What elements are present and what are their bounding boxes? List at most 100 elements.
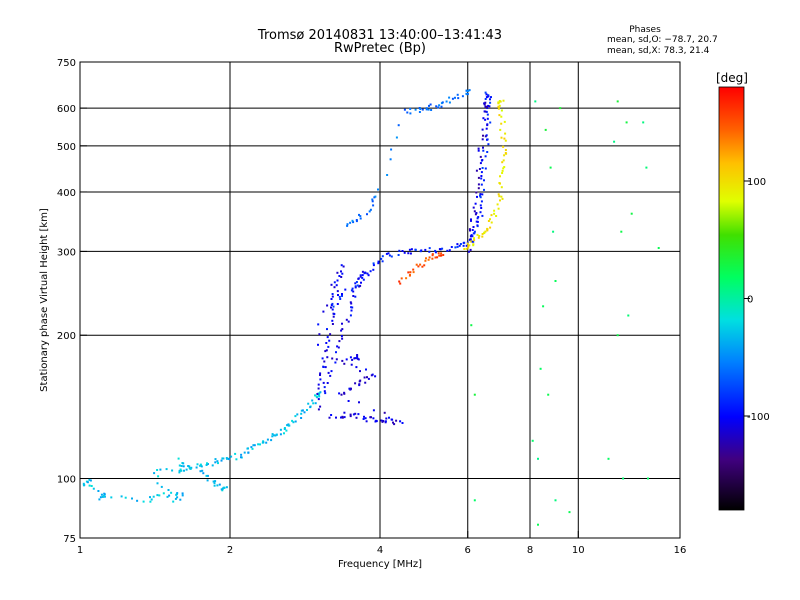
echo-point — [371, 200, 374, 203]
x-tick-label: 4 — [377, 545, 383, 556]
echo-point — [340, 416, 342, 419]
echo-point — [481, 233, 484, 235]
echo-point — [317, 398, 320, 401]
echo-point — [214, 461, 217, 464]
echo-point — [497, 105, 500, 108]
echo-point — [336, 303, 339, 305]
echo-point — [485, 96, 488, 99]
echo-point — [501, 197, 504, 200]
echo-point — [171, 469, 174, 472]
echo-point — [331, 323, 334, 325]
echo-point — [549, 166, 552, 169]
echo-point — [399, 282, 402, 285]
echo-point — [131, 497, 133, 500]
echo-point — [409, 271, 412, 274]
echo-point — [434, 249, 437, 252]
echo-point — [425, 257, 427, 260]
echo-point — [356, 357, 359, 360]
echo-point — [428, 104, 430, 107]
echo-point — [338, 275, 341, 277]
echo-point — [408, 274, 411, 277]
echo-point — [502, 167, 505, 170]
echo-point — [423, 264, 426, 267]
echo-point — [554, 499, 557, 502]
echo-point — [357, 277, 360, 280]
echo-point — [327, 345, 330, 348]
echo-point — [339, 298, 342, 300]
echo-point — [366, 213, 368, 216]
echo-point — [265, 441, 268, 444]
echo-point — [501, 169, 504, 172]
echo-point — [486, 138, 489, 141]
echo-point — [359, 370, 361, 373]
echo-point — [430, 109, 433, 111]
echo-point — [428, 250, 431, 253]
echo-point — [369, 416, 372, 419]
echo-point — [336, 279, 339, 282]
grid-lines — [80, 62, 680, 538]
echo-point — [361, 274, 364, 277]
echo-point — [124, 496, 127, 499]
echo-point — [201, 469, 204, 472]
echo-point — [100, 493, 103, 496]
echo-point — [468, 89, 471, 92]
echo-point — [341, 293, 343, 295]
echo-point — [480, 175, 483, 177]
echo-point — [240, 453, 243, 456]
echo-point — [363, 415, 365, 418]
y-tick-label: 600 — [57, 104, 76, 115]
echo-point — [499, 128, 502, 131]
echo-point — [500, 186, 503, 189]
echo-point — [497, 101, 500, 104]
echo-point — [380, 419, 383, 422]
echo-point — [355, 416, 358, 419]
echo-point — [427, 258, 430, 261]
echo-point — [225, 486, 228, 489]
echo-point — [324, 392, 327, 395]
echo-point — [318, 333, 321, 336]
echo-point — [544, 128, 547, 131]
echo-point — [480, 177, 483, 180]
echo-point — [326, 382, 329, 384]
echo-point — [291, 419, 294, 422]
echo-point — [316, 393, 319, 395]
echo-point — [227, 457, 230, 460]
echo-point — [162, 492, 165, 495]
echo-point — [364, 417, 367, 420]
echo-point — [498, 104, 501, 107]
echo-point — [177, 457, 180, 460]
echo-point — [620, 230, 623, 233]
echo-point — [351, 306, 354, 309]
echo-point — [484, 155, 487, 158]
echo-point — [354, 285, 357, 288]
echo-point — [200, 465, 203, 468]
echo-point — [178, 464, 181, 467]
echo-point — [206, 474, 209, 477]
echo-point — [330, 370, 333, 373]
echo-point — [401, 422, 404, 424]
echo-point — [537, 523, 539, 526]
echo-point — [340, 393, 343, 396]
echo-point — [358, 401, 360, 404]
echo-point — [486, 117, 489, 120]
echo-point — [446, 249, 449, 252]
echo-point — [338, 392, 341, 395]
y-tick-label: 75 — [63, 534, 76, 545]
echo-point — [504, 149, 507, 151]
echo-point — [341, 294, 343, 297]
echo-point — [483, 188, 485, 191]
echo-point — [372, 268, 375, 271]
echo-point — [195, 466, 198, 469]
echo-point — [467, 246, 470, 249]
colorbar-tick-label: 0 — [747, 295, 753, 306]
echo-point — [381, 260, 384, 263]
echo-point — [418, 111, 421, 113]
echo-point — [486, 113, 489, 116]
echo-point — [479, 196, 482, 199]
echo-point — [390, 255, 393, 258]
echo-point — [351, 358, 354, 361]
echo-point — [351, 219, 354, 222]
echo-point — [554, 280, 557, 282]
echo-point — [461, 95, 464, 98]
echo-point — [473, 230, 476, 233]
